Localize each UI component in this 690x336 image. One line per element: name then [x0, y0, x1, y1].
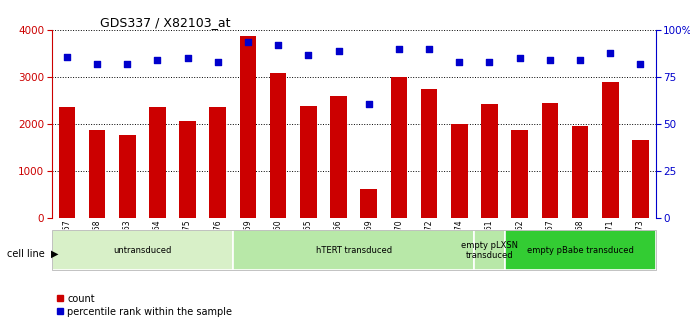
Bar — [360, 189, 377, 218]
Bar — [300, 107, 317, 218]
Bar — [572, 126, 589, 218]
Text: untransduced: untransduced — [113, 246, 172, 255]
Point — [242, 39, 253, 44]
Point — [484, 59, 495, 65]
Text: GDS337 / X82103_at: GDS337 / X82103_at — [100, 16, 230, 29]
Point — [393, 46, 404, 52]
Bar — [632, 140, 649, 218]
Point — [604, 50, 615, 55]
Point — [273, 43, 284, 48]
Bar — [233, 230, 475, 270]
Bar — [511, 130, 528, 218]
Point — [575, 58, 586, 63]
Bar — [542, 103, 558, 218]
Text: cell line  ▶: cell line ▶ — [7, 249, 59, 259]
Point — [61, 54, 72, 59]
Bar — [602, 82, 618, 218]
Bar — [504, 230, 656, 270]
Bar — [179, 121, 196, 218]
Point — [303, 52, 314, 57]
Bar — [331, 96, 347, 218]
Bar — [52, 230, 233, 270]
Text: hTERT transduced: hTERT transduced — [315, 246, 392, 255]
Point — [363, 101, 374, 106]
Point — [121, 61, 132, 67]
Point — [424, 46, 435, 52]
Text: empty pBabe transduced: empty pBabe transduced — [526, 246, 633, 255]
Point — [635, 61, 646, 67]
Bar — [59, 107, 75, 218]
Bar — [239, 36, 256, 218]
Bar — [210, 108, 226, 218]
Point — [333, 48, 344, 54]
Bar — [475, 230, 504, 270]
Bar — [270, 73, 286, 218]
Bar — [451, 124, 468, 218]
Text: empty pLXSN
transduced: empty pLXSN transduced — [461, 241, 518, 260]
Bar — [119, 135, 135, 218]
Bar — [481, 104, 497, 218]
Point — [544, 58, 555, 63]
Point — [213, 59, 224, 65]
Point — [92, 61, 103, 67]
Bar — [89, 130, 106, 218]
Point — [182, 56, 193, 61]
Bar — [391, 77, 407, 218]
Bar — [421, 89, 437, 218]
Point — [152, 58, 163, 63]
Point — [514, 56, 525, 61]
Bar — [149, 108, 166, 218]
Point — [454, 59, 465, 65]
Legend: count, percentile rank within the sample: count, percentile rank within the sample — [57, 294, 233, 317]
